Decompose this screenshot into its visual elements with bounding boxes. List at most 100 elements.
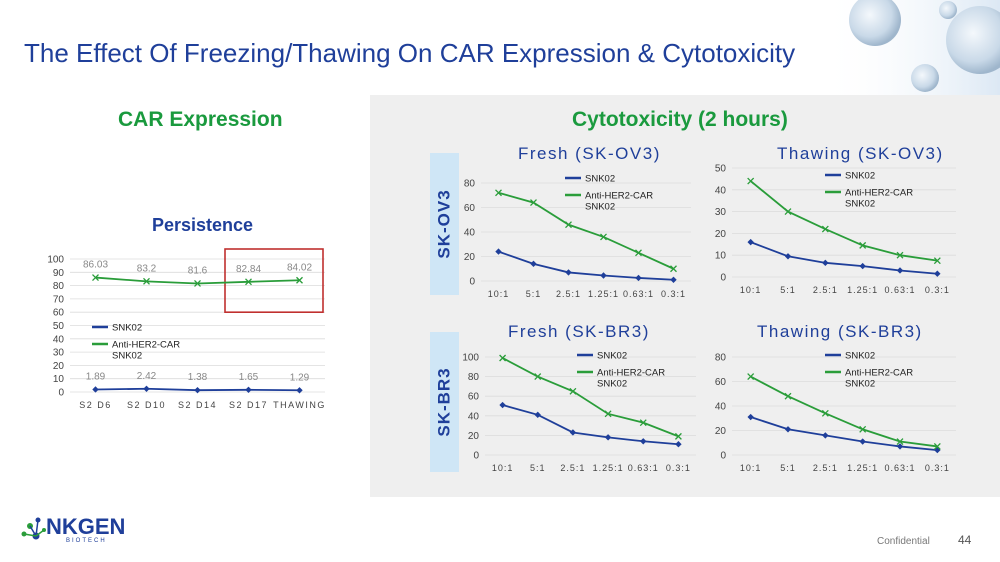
y-tick-label: 40 (468, 411, 480, 422)
series-line-anti-her2-car-snk02 (750, 375, 938, 448)
data-point-anti-her2 (747, 373, 755, 381)
chart-title-fresh-skov3: Fresh (SK-OV3) (518, 144, 661, 163)
data-point-snk02 (635, 274, 642, 282)
chart-title-fresh-skbr3: Fresh (SK-BR3) (508, 322, 650, 341)
data-point-snk02 (194, 386, 201, 394)
x-tick-label: 1.25:1 (847, 463, 878, 473)
y-tick-label: 80 (464, 179, 476, 190)
x-tick-label: S2 D14 (178, 400, 217, 410)
fresh-skbr3-chart: 0 20 40 60 80 100 10:1 5:1 2.5:1 1.25:1 0.63:1 0.3:… (462, 351, 696, 473)
y-tick-label: 0 (473, 451, 479, 462)
x-tick-label: 0.63:1 (623, 289, 654, 299)
data-point-anti-her2 (600, 233, 607, 241)
data-point-anti-her2 (859, 425, 867, 433)
legend-label: SNK02 (845, 351, 875, 362)
data-label: 1.29 (290, 372, 310, 383)
x-tick-label: 1.25:1 (593, 463, 624, 473)
y-tick-label: 0 (58, 388, 64, 399)
page-number: 44 (958, 533, 972, 547)
data-label: 84.02 (287, 262, 312, 273)
data-point-snk02 (495, 248, 502, 255)
row-label-skbr3: SK-BR3 (430, 332, 459, 472)
data-point-snk02 (296, 387, 303, 394)
y-tick-label: 20 (464, 252, 476, 263)
data-point-anti-her2 (495, 189, 502, 197)
data-point-snk02 (143, 385, 150, 392)
data-point-anti-her2 (933, 442, 941, 450)
confidential-label: Confidential (877, 536, 930, 547)
data-point-snk02 (822, 259, 829, 267)
data-point-snk02 (499, 401, 506, 409)
data-point-snk02 (896, 443, 904, 450)
data-point-anti-her2 (784, 392, 792, 400)
data-label: 83.2 (137, 263, 157, 274)
series-line-anti-her2-car-snk02 (498, 191, 674, 270)
data-point-snk02 (245, 386, 252, 394)
y-tick-label: 60 (53, 308, 65, 319)
logo-sub: BIOTECH (66, 538, 107, 544)
data-label: 81.6 (188, 265, 208, 276)
data-point-anti-her2 (821, 225, 829, 233)
x-tick-label: 5:1 (530, 463, 546, 473)
y-tick-label: 20 (715, 426, 727, 437)
row-label-skov3: SK-OV3 (430, 153, 459, 295)
x-tick-label: 5:1 (780, 285, 796, 295)
y-tick-label: 80 (715, 353, 727, 364)
data-label: 2.42 (137, 371, 157, 382)
series-line-snk02 (750, 416, 938, 451)
legend-label: SNK02 (597, 379, 627, 390)
data-point-anti-her2 (896, 251, 904, 259)
fresh-skov3-chart: 0 20 40 60 80 10:1 5:1 2.5:1 1.25:1 0.63:1 0.3:1 SN… (464, 174, 691, 299)
data-point-anti-her2 (569, 387, 577, 395)
y-tick-label: 100 (47, 255, 64, 266)
x-tick-label: 0.3:1 (661, 289, 686, 299)
series-line-anti-her2-car-snk02 (502, 357, 679, 438)
thawing-skbr3-chart: 0 20 40 60 80 10:1 5:1 2.5:1 1.25:1 0.63:1 0.3:1 SN… (715, 351, 956, 473)
y-tick-label: 50 (53, 321, 65, 332)
data-point-snk02 (784, 253, 792, 260)
car-expression-heading: CAR Expression (118, 108, 283, 131)
data-point-anti-her2 (784, 208, 792, 216)
slide-title: The Effect Of Freezing/Thawing On CAR Ex… (24, 38, 796, 68)
y-tick-label: 40 (715, 185, 727, 196)
data-point-anti-her2 (674, 432, 682, 440)
chart-title-thawing-skov3: Thawing (SK-OV3) (777, 144, 944, 163)
x-tick-label: 2.5:1 (556, 289, 581, 299)
data-point-snk02 (747, 238, 754, 246)
x-tick-label: 5:1 (526, 289, 542, 299)
legend-label: SNK02 (597, 351, 627, 362)
legend-label: Anti-HER2-CAR (585, 191, 653, 202)
x-tick-label: 2.5:1 (813, 463, 838, 473)
x-tick-label: 5:1 (780, 463, 796, 473)
x-tick-label: 0.63:1 (884, 285, 915, 295)
series-line-snk02 (502, 404, 679, 446)
x-tick-label: S2 D6 (79, 400, 112, 410)
legend-label: Anti-HER2-CAR (845, 188, 913, 199)
y-tick-label: 10 (715, 251, 727, 262)
chart-title-thawing-skbr3: Thawing (SK-BR3) (757, 322, 923, 341)
data-point-anti-her2 (821, 409, 829, 417)
data-point-anti-her2 (499, 354, 507, 362)
x-tick-label: 2.5:1 (813, 285, 838, 295)
y-tick-label: 30 (53, 348, 65, 359)
series-line-anti-her2-car-snk02 (750, 180, 938, 262)
data-label: 1.89 (86, 371, 106, 382)
data-point-anti-her2 (534, 373, 542, 381)
series-line-snk02 (498, 250, 674, 281)
y-tick-label: 40 (464, 228, 476, 239)
data-point-anti-her2 (604, 410, 612, 418)
legend-label: SNK02 (845, 171, 875, 182)
data-point-snk02 (747, 413, 754, 421)
y-tick-label: 70 (53, 294, 65, 305)
data-point-anti-her2 (143, 277, 150, 285)
persistence-chart: 0 10 20 30 40 50 60 70 80 90 100 S2 D6 S2 D10 S2 D14 S… (47, 248, 325, 410)
data-point-anti-her2 (639, 419, 647, 427)
y-tick-label: 80 (468, 372, 480, 383)
y-tick-label: 30 (715, 207, 727, 218)
x-tick-label: 0.63:1 (884, 463, 915, 473)
legend-label: SNK02 (585, 174, 615, 185)
data-point-anti-her2 (670, 265, 677, 273)
x-tick-label: 0.63:1 (628, 463, 659, 473)
x-tick-label: 10:1 (488, 289, 510, 299)
data-point-snk02 (822, 432, 829, 439)
